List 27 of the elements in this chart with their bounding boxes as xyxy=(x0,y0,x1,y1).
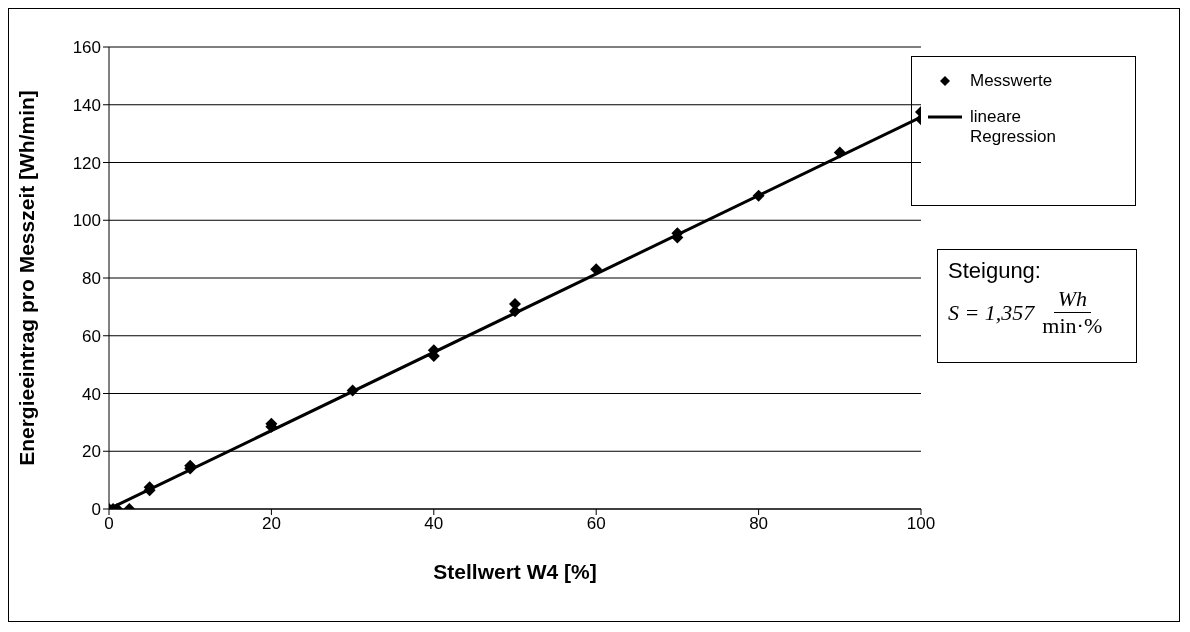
y-tick-label: 60 xyxy=(82,326,101,346)
y-axis-title: Energieeintrag pro Messzeit [Wh/min] xyxy=(15,90,39,466)
y-tick-label: 0 xyxy=(91,500,101,520)
point xyxy=(346,384,359,397)
y-tick-label: 160 xyxy=(72,38,101,58)
y-tick-label: 80 xyxy=(82,269,101,289)
x-tick-label: 60 xyxy=(586,514,606,534)
text: Steigung: xyxy=(948,258,1042,284)
y-tick-label: 120 xyxy=(72,153,101,173)
y-tick-label: 20 xyxy=(82,442,101,462)
legend-label: Messwerte xyxy=(970,71,1054,91)
y-tick-label: 40 xyxy=(82,384,101,404)
text: S = 1,357 xyxy=(948,299,1035,326)
y-tick-label: 100 xyxy=(72,211,101,231)
y-tick-label: 140 xyxy=(72,95,101,115)
legend-label: lineare Regression xyxy=(970,107,1057,147)
point xyxy=(833,146,846,159)
x-tick-label: 100 xyxy=(906,514,936,534)
x-tick-label: 40 xyxy=(424,514,444,534)
x-tick-label: 0 xyxy=(104,514,114,534)
point xyxy=(752,189,765,202)
text: Wh xyxy=(1053,286,1091,313)
x-tick-label: 80 xyxy=(749,514,769,534)
point xyxy=(590,263,603,276)
text: min·% xyxy=(1042,313,1103,339)
x-tick-label: 20 xyxy=(261,514,281,534)
x-axis-title: Stellwert W4 [%] xyxy=(433,560,597,583)
